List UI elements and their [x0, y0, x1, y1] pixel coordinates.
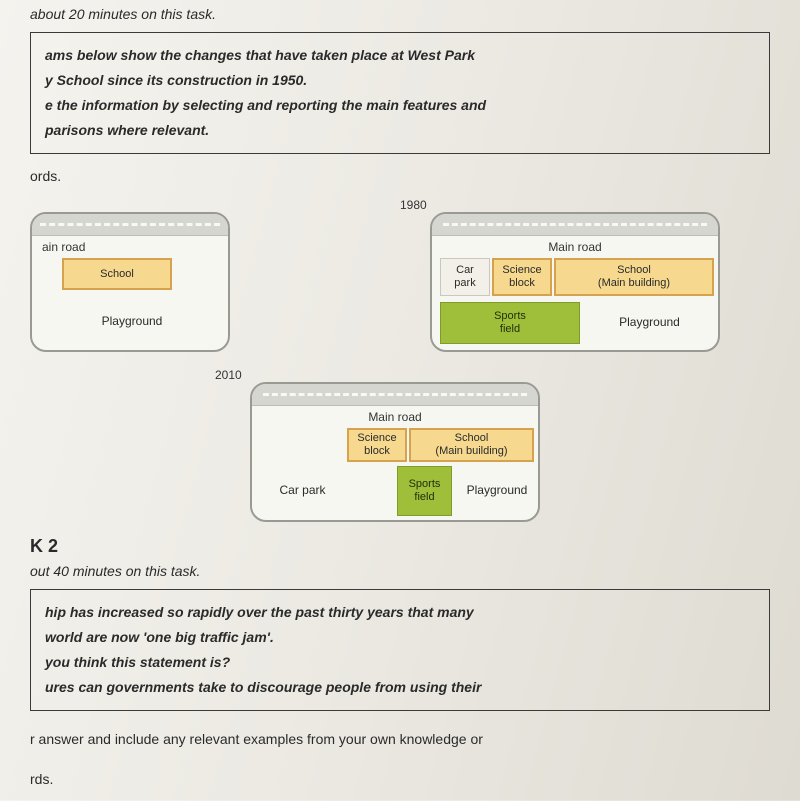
map3-playground: Playground: [457, 466, 537, 516]
task2-box-line4: ures can governments take to discourage …: [45, 677, 755, 698]
task2-box-line3: you think this statement is?: [45, 652, 755, 673]
map-1950: ain road School Playground: [30, 212, 230, 352]
road-label-1980: Main road: [432, 238, 718, 256]
year-label-2010: 2010: [215, 368, 242, 382]
task2-box-line1: hip has increased so rapidly over the pa…: [45, 602, 755, 623]
road-label-partial: ain road: [32, 238, 228, 256]
task2-box-line2: world are now 'one big traffic jam'.: [45, 627, 755, 648]
task1-box-line1: ams below show the changes that have tak…: [45, 45, 755, 66]
map2-sports: Sportsfield: [440, 302, 580, 344]
road-dash: [40, 223, 220, 226]
task2-words-fragment: rds.: [30, 771, 770, 787]
task1-box-line3: e the information by selecting and repor…: [45, 95, 755, 116]
task1-words-fragment: ords.: [30, 168, 770, 184]
task2-instruction-box: hip has increased so rapidly over the pa…: [30, 589, 770, 711]
map2-science: Scienceblock: [492, 258, 552, 296]
map3-carpark: Car park: [260, 466, 345, 516]
diagram-area: 1980 ain road School Playground Main roa…: [30, 198, 750, 518]
map3-school-main: School(Main building): [409, 428, 534, 462]
road-strip: [252, 384, 538, 406]
map-1980: Main road Carpark Scienceblock School(Ma…: [430, 212, 720, 352]
road-dash: [443, 223, 706, 226]
task1-box-line2: y School since its construction in 1950.: [45, 70, 755, 91]
road-dash: [263, 393, 526, 396]
road-label-2010: Main road: [252, 408, 538, 426]
road-strip: [32, 214, 228, 236]
task2-after-fragment: r answer and include any relevant exampl…: [30, 731, 770, 747]
map3-science: Scienceblock: [347, 428, 407, 462]
map1-school: School: [62, 258, 172, 290]
task2-time: out 40 minutes on this task.: [30, 563, 770, 579]
task1-instruction-box: ams below show the changes that have tak…: [30, 32, 770, 154]
road-strip: [432, 214, 718, 236]
map2-playground: Playground: [587, 302, 712, 344]
task1-time: about 20 minutes on this task.: [30, 6, 770, 22]
map1-playground: Playground: [32, 302, 230, 342]
year-label-1980: 1980: [400, 198, 427, 212]
map2-school-main: School(Main building): [554, 258, 714, 296]
map2-carpark: Carpark: [440, 258, 490, 296]
map-2010: Main road Scienceblock School(Main build…: [250, 382, 540, 522]
task2-heading: K 2: [30, 536, 770, 557]
map3-sports: Sportsfield: [397, 466, 452, 516]
task1-box-line4: parisons where relevant.: [45, 120, 755, 141]
